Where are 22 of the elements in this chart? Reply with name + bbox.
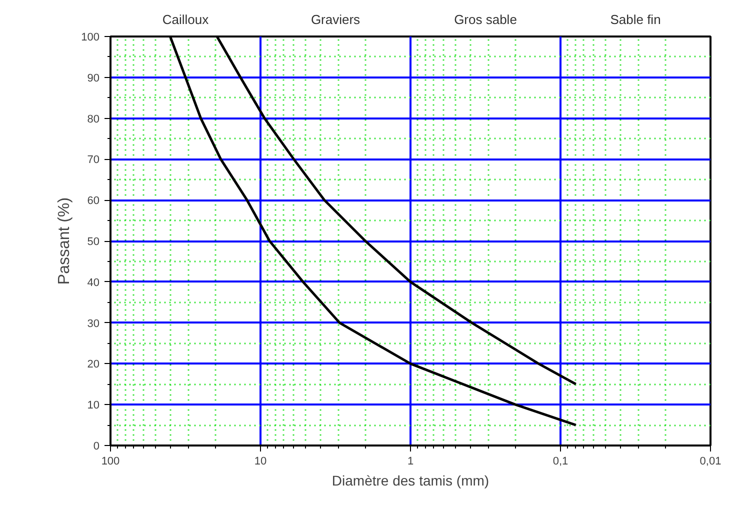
x-tick-label: 10	[254, 456, 267, 468]
y-tick-label: 10	[87, 400, 100, 412]
text: Gros sable	[454, 12, 517, 28]
y-tick-label: 30	[87, 318, 100, 330]
y-tick-label: 90	[87, 72, 100, 84]
x-tick-label: 0,01	[700, 456, 722, 468]
text: Sable fin	[610, 12, 661, 28]
x-axis-title: Diamètre des tamis (mm)	[332, 472, 490, 488]
y-tick-label: 80	[87, 113, 100, 126]
y-tick-label: 0	[93, 440, 100, 452]
y-tick-label: 60	[87, 195, 100, 208]
y-axis-title: Passant (%)	[56, 197, 74, 285]
x-tick-label: 0,1	[552, 456, 568, 468]
text: Cailloux	[162, 12, 210, 28]
x-tick-label: 1	[407, 456, 414, 468]
text: Graviers	[310, 12, 361, 28]
y-tick-label: 50	[87, 236, 100, 248]
y-tick-label: 40	[87, 276, 100, 289]
y-tick-label: 100	[81, 32, 100, 44]
y-tick-label: 70	[87, 154, 100, 166]
y-tick-label: 20	[87, 358, 100, 371]
x-tick-label: 100	[101, 456, 120, 468]
